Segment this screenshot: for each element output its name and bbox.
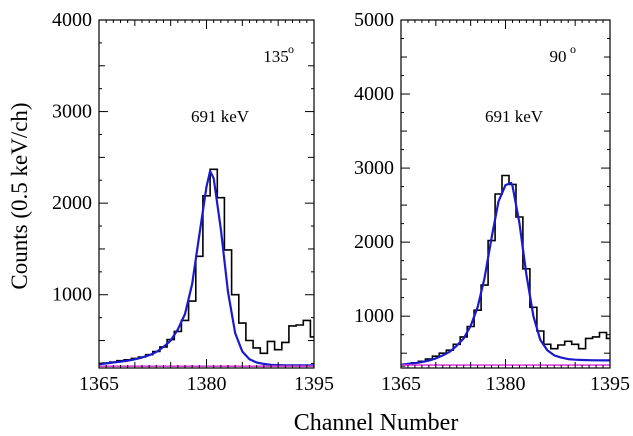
- x-tick-label: 1380: [486, 373, 526, 395]
- y-axis-label: Counts (0.5 keV/ch): [7, 102, 32, 289]
- panel-90-degrees: 1365 1380 1395 1000 2000 3000 4000 5000 90 o 691 k…: [354, 9, 630, 395]
- plot-frame: [400, 19, 611, 369]
- y-tick-label: 4000: [354, 83, 394, 105]
- y-tick-label: 2000: [354, 231, 394, 253]
- y-tick-label: 4000: [52, 9, 92, 31]
- x-tick-label: 1395: [294, 373, 334, 395]
- fit-curve: [401, 181, 610, 366]
- energy-label: 691 keV: [485, 107, 544, 126]
- y-tick-label: 5000: [354, 9, 394, 31]
- angle-label: 135: [263, 47, 289, 66]
- degree-superscript: o: [570, 42, 576, 56]
- histogram-series: [401, 174, 610, 367]
- y-tick-label: 3000: [354, 157, 394, 179]
- degree-superscript: o: [288, 42, 294, 56]
- plot-area: [401, 174, 610, 367]
- plot-area: [99, 168, 314, 367]
- x-axis-label: Channel Number: [294, 410, 459, 436]
- panel-135-degrees: 1365 1380 1395 1000 2000 3000 4000 135 o 691 keV: [52, 9, 334, 395]
- y-tick-label: 1000: [52, 284, 92, 306]
- histogram-series: [99, 168, 314, 365]
- fit-curve: [99, 170, 314, 367]
- y-tick-label: 3000: [52, 101, 92, 123]
- x-tick-label: 1380: [187, 373, 227, 395]
- x-tick-label: 1395: [590, 373, 630, 395]
- energy-label: 691 keV: [191, 107, 250, 126]
- x-tick-label: 1365: [381, 373, 421, 395]
- x-tick-label: 1365: [79, 373, 119, 395]
- y-tick-label: 1000: [354, 305, 394, 327]
- y-tick-label: 2000: [52, 192, 92, 214]
- angle-label: 90: [550, 47, 567, 66]
